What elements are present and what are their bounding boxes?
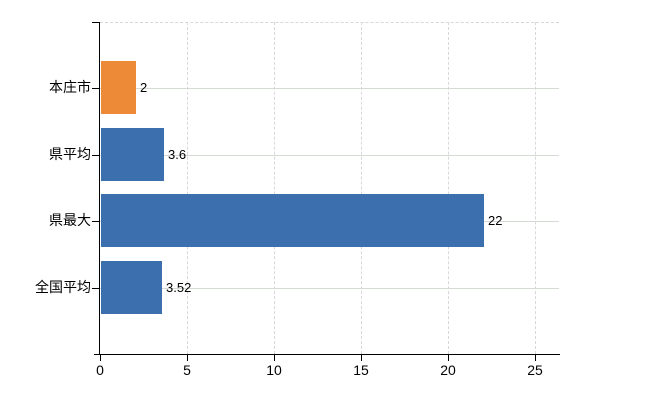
x-axis-tick <box>187 355 188 361</box>
category-label: 県最大 <box>49 212 91 228</box>
bar-1 <box>101 61 136 114</box>
bar-value-label: 3.6 <box>168 147 187 162</box>
x-tick-label: 25 <box>527 362 543 378</box>
gridline-horizontal <box>100 88 559 89</box>
category-label: 県平均 <box>49 146 91 162</box>
x-tick-label: 0 <box>96 362 104 378</box>
bar-4 <box>101 261 162 314</box>
bar-value-label: 2 <box>140 80 148 95</box>
gridline-vertical <box>187 22 188 354</box>
bar-value-label: 3.52 <box>166 280 192 295</box>
x-axis-line <box>94 354 560 355</box>
category-label: 本庄市 <box>49 79 91 95</box>
y-axis-tick <box>92 155 99 156</box>
x-axis-tick <box>100 355 101 361</box>
gridline-horizontal <box>100 155 559 156</box>
gridline-vertical <box>535 22 536 354</box>
y-axis-tick <box>92 288 99 289</box>
x-axis-tick <box>535 355 536 361</box>
bar-value-label: 22 <box>488 213 503 228</box>
y-axis-tick <box>92 221 99 222</box>
x-tick-label: 15 <box>353 362 369 378</box>
x-tick-label: 5 <box>183 362 191 378</box>
bar-3 <box>101 194 484 247</box>
x-axis-tick <box>274 355 275 361</box>
gridline-vertical <box>361 22 362 354</box>
gridline-vertical <box>448 22 449 354</box>
x-tick-label: 20 <box>440 362 456 378</box>
plot-top-border <box>100 22 559 23</box>
x-axis-tick <box>448 355 449 361</box>
bar-2 <box>101 128 164 181</box>
y-axis-line <box>99 22 100 355</box>
category-label: 全国平均 <box>35 279 91 295</box>
x-tick-label: 10 <box>266 362 282 378</box>
gridline-vertical <box>274 22 275 354</box>
gridline-horizontal <box>100 288 559 289</box>
y-axis-tick <box>92 88 99 89</box>
x-axis-tick <box>361 355 362 361</box>
y-axis-top-tick <box>92 22 99 23</box>
